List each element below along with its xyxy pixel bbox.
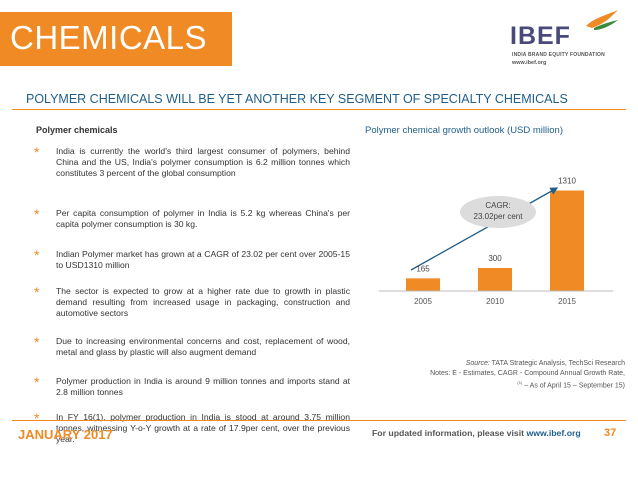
growth-bar-chart: CAGR: 23.02per cent 165 2005 300 2010 1310 20… (379, 177, 613, 306)
section-heading: Polymer chemicals (36, 125, 118, 135)
title-banner (0, 12, 232, 66)
notes-superscript: (1) (517, 380, 523, 385)
source-text: TATA Strategic Analysis, TechSci Researc… (489, 360, 625, 367)
x-tick-label: 2015 (558, 297, 576, 306)
logo-url: www.ibef.org (512, 60, 547, 66)
logo-tagline: INDIA BRAND EQUITY FOUNDATION (512, 52, 605, 58)
subtitle-divider (12, 109, 626, 110)
header: CHEMICALS IBEF INDIA BRAND EQUITY FOUNDA… (0, 0, 638, 70)
footer-divider (12, 420, 626, 421)
notes-line2-wrap: (1) – As of April 15 – September 15) (345, 378, 625, 391)
bullet-text: Due to increasing environmental concerns… (56, 336, 350, 357)
chart-bars (406, 190, 584, 291)
source-note: Source: TATA Strategic Analysis, TechSci… (345, 359, 625, 391)
bullet-text: In FY 16(1), polymer production in India… (56, 412, 350, 444)
bullet-text: Per capita consumption of polymer in Ind… (56, 208, 350, 229)
cagr-label-line2: 23.02per cent (474, 212, 524, 221)
bullet-item: * In FY 16(1), polymer production in Ind… (34, 410, 350, 444)
star-bullet-icon: * (34, 334, 40, 350)
footer-date: JANUARY 2017 (18, 427, 113, 442)
star-bullet-icon: * (34, 247, 40, 263)
bullet-text: India is currently the world's third lar… (56, 146, 350, 178)
x-tick-label: 2010 (486, 297, 504, 306)
star-bullet-icon: * (34, 284, 40, 300)
growth-arrow (410, 187, 559, 271)
bullet-item: * Indian Polymer market has grown at a C… (34, 247, 350, 271)
bar-value-label: 1310 (558, 177, 576, 186)
page-number: 37 (604, 427, 617, 439)
slide-subtitle: POLYMER CHEMICALS WILL BE YET ANOTHER KE… (26, 92, 568, 106)
cagr-callout (460, 196, 536, 228)
chart-title: Polymer chemical growth outlook (USD mil… (365, 125, 563, 136)
bullet-item: * India is currently the world's third l… (34, 144, 350, 178)
bullet-item: * The sector is expected to grow at a hi… (34, 284, 350, 318)
star-bullet-icon: * (34, 144, 40, 160)
bullet-item: * Polymer production in India is around … (34, 374, 350, 398)
logo-name: IBEF (510, 22, 571, 50)
x-tick-label: 2005 (414, 297, 432, 306)
bullet-item: * Per capita consumption of polymer in I… (34, 206, 350, 230)
ibef-logo[interactable]: IBEF INDIA BRAND EQUITY FOUNDATION www.i… (500, 6, 630, 66)
notes-line1: Notes: E - Estimates, CAGR - Compound An… (430, 369, 625, 377)
star-bullet-icon: * (34, 410, 40, 426)
footer-info-prefix: For updated information, please visit (372, 428, 527, 438)
bird-logo-icon (586, 10, 618, 30)
source-label: Source: (465, 360, 490, 367)
bullet-item: * Due to increasing environmental concer… (34, 334, 350, 358)
notes-line2: – As of April 15 – September 15) (522, 382, 625, 390)
bar-2010 (478, 267, 512, 291)
star-bullet-icon: * (34, 374, 40, 390)
bar-value-label: 300 (488, 254, 502, 263)
bar-value-label: 165 (416, 264, 430, 273)
star-bullet-icon: * (34, 206, 40, 222)
page-title: CHEMICALS (10, 19, 208, 56)
footer-link[interactable]: www.ibef.org (526, 428, 581, 438)
bullet-text: Indian Polymer market has grown at a CAG… (56, 249, 350, 270)
bullet-text: The sector is expected to grow at a high… (56, 286, 350, 318)
bar-2015 (550, 190, 584, 291)
source-line: Source: TATA Strategic Analysis, TechSci… (345, 359, 625, 369)
bar-2005 (406, 278, 440, 291)
cagr-label-line1: CAGR: (485, 201, 510, 210)
bullet-text: Polymer production in India is around 9 … (56, 376, 350, 397)
footer-info: For updated information, please visit ww… (372, 428, 581, 438)
